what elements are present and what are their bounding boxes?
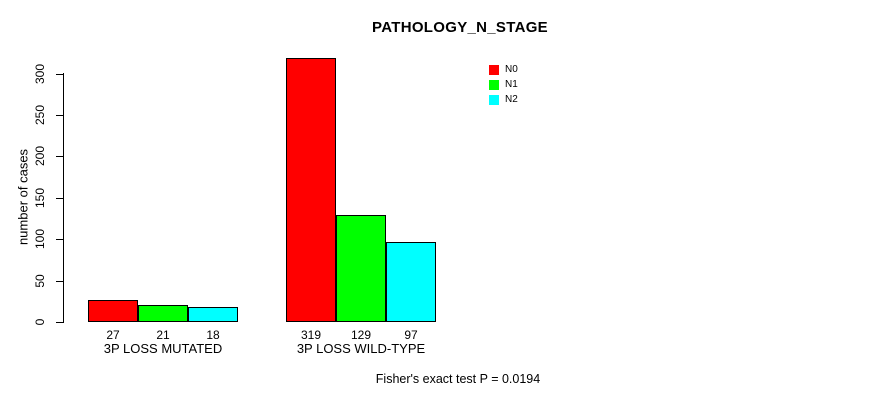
legend-swatch-n1 <box>489 80 499 90</box>
y-tick-label: 50 <box>33 274 47 288</box>
y-tick-label: 200 <box>33 145 47 167</box>
statistics-annotation: Fisher's exact test P = 0.0194 <box>375 372 541 386</box>
y-axis-tick <box>56 239 63 240</box>
y-tick-label: 0 <box>33 318 47 326</box>
bar-value-label: 319 <box>300 328 322 342</box>
bar-n0-group1 <box>88 300 138 322</box>
y-tick-label: 250 <box>33 104 47 126</box>
bar-n1-group2 <box>336 215 386 322</box>
bar-value-label: 97 <box>404 328 418 342</box>
legend-item-n2: N2 <box>489 95 518 105</box>
legend-item-n0: N0 <box>489 65 518 75</box>
legend-label: N2 <box>505 94 518 105</box>
y-axis-tick <box>56 74 63 75</box>
x-category-label: 3P LOSS WILD-TYPE <box>296 341 426 356</box>
bar-n0-group2 <box>286 58 336 322</box>
y-axis-tick <box>56 322 63 323</box>
legend-item-n1: N1 <box>489 80 518 90</box>
y-tick-label: 300 <box>33 63 47 85</box>
legend-label: N0 <box>505 64 518 75</box>
y-axis-label: number of cases <box>15 148 31 246</box>
chart-title: PATHOLOGY_N_STAGE <box>372 19 548 36</box>
bar-value-label: 21 <box>156 328 170 342</box>
bar-n1-group1 <box>138 305 188 322</box>
legend: N0 N1 N2 <box>489 65 518 110</box>
bar-n2-group1 <box>188 307 238 322</box>
legend-swatch-n2 <box>489 95 499 105</box>
bar-value-label: 18 <box>206 328 220 342</box>
y-axis-tick <box>56 198 63 199</box>
legend-label: N1 <box>505 79 518 90</box>
y-axis-line <box>63 73 64 323</box>
y-tick-label: 100 <box>33 228 47 250</box>
y-tick-label: 150 <box>33 187 47 209</box>
bar-value-label: 129 <box>350 328 372 342</box>
y-axis-tick <box>56 115 63 116</box>
y-axis-tick <box>56 281 63 282</box>
bar-value-label: 27 <box>106 328 120 342</box>
bar-n2-group2 <box>386 242 436 322</box>
x-category-label: 3P LOSS MUTATED <box>103 341 223 356</box>
legend-swatch-n0 <box>489 65 499 75</box>
y-axis-tick <box>56 156 63 157</box>
